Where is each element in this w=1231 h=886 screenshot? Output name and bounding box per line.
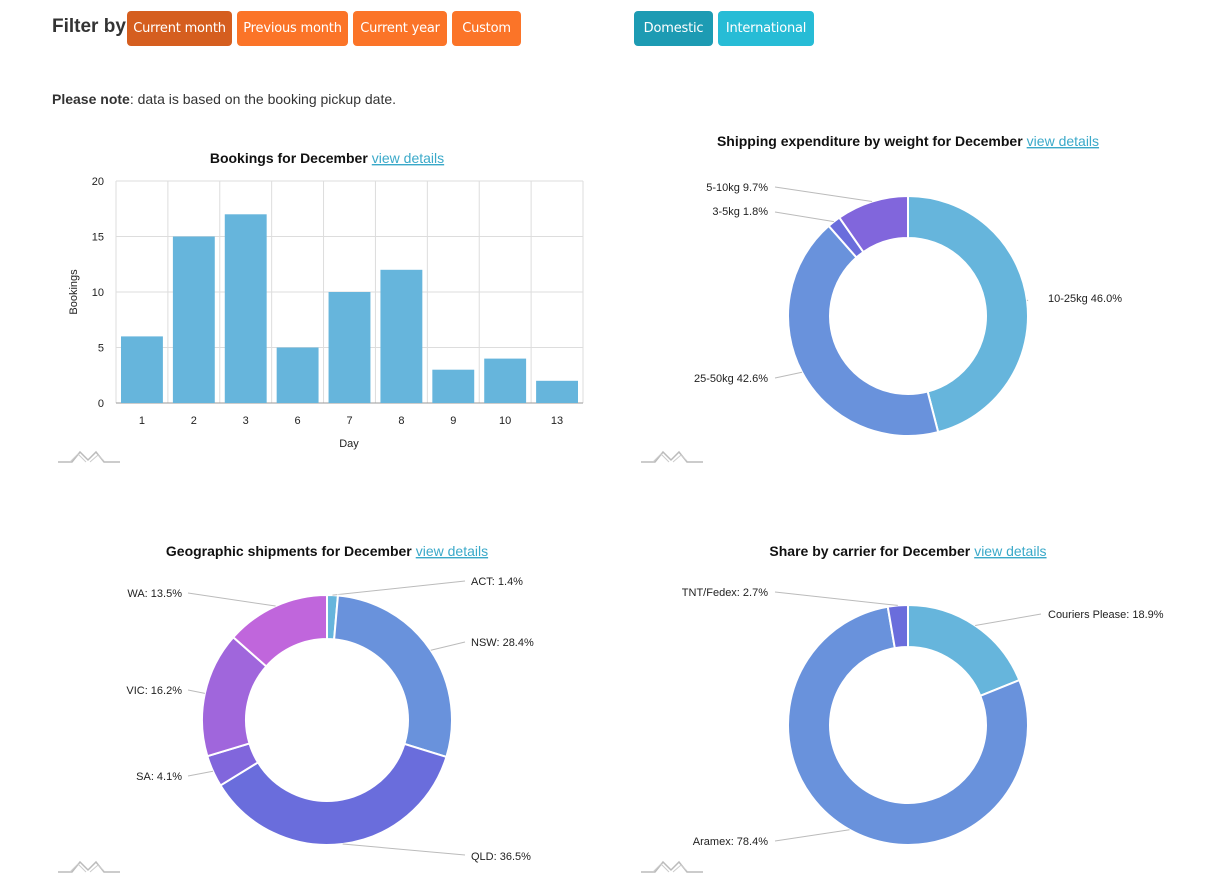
bar-xtick-label: 13 [551, 415, 563, 427]
bar-ytick-label: 15 [92, 232, 104, 244]
weight-logo-icon [641, 450, 703, 463]
carrier-slice-label: Aramex: 78.4% [693, 836, 768, 848]
carrier-leader-line [975, 613, 1042, 627]
geo-leader-line [430, 641, 466, 651]
weight-slice-label: 10-25kg 46.0% [1048, 293, 1122, 305]
weight-leader-line [774, 186, 873, 203]
weight-leader-line [1026, 299, 1029, 302]
domestic-button[interactable]: Domestic [634, 11, 713, 46]
geo-slice-label: VIC: 16.2% [126, 685, 182, 697]
current-month-button[interactable]: Current month [127, 11, 232, 46]
bar-ytick-label: 20 [92, 176, 104, 188]
bar-1[interactable] [121, 336, 163, 403]
bar-ytick-label: 10 [92, 287, 104, 299]
bookings-logo-mark [69, 453, 105, 463]
carrier-leader-line [774, 591, 898, 606]
note-bold: Please note [52, 91, 130, 107]
bar-8[interactable] [380, 269, 423, 403]
previous-month-button[interactable]: Previous month [237, 11, 348, 46]
geo-leader-line [332, 580, 466, 596]
geo-slice-label: QLD: 36.5% [471, 851, 531, 863]
bar-y-axis-label: Bookings [68, 269, 80, 315]
bar-xtick-label: 1 [139, 415, 145, 427]
carrier-view-details-link[interactable]: view details [974, 543, 1046, 559]
geo-slice-qld[interactable] [219, 742, 448, 846]
bookings-title: Bookings for December [210, 150, 368, 166]
weight-title: Shipping expenditure by weight for Decem… [717, 133, 1023, 149]
geo-slice-nsw[interactable] [333, 594, 453, 759]
geo-view-details-link[interactable]: view details [416, 543, 488, 559]
bookings-logo-icon [58, 450, 120, 463]
carrier-logo-icon [641, 860, 703, 873]
weight-slice-label: 25-50kg 42.6% [694, 373, 768, 385]
filter-by-label: Filter by [52, 16, 126, 37]
weight-slice-5-10kg[interactable] [837, 194, 909, 254]
bar-3[interactable] [224, 214, 267, 403]
carrier-logo-mark [652, 863, 688, 873]
geo-title: Geographic shipments for December [166, 543, 412, 559]
weight-slice-label: 5-10kg 9.7% [706, 182, 768, 194]
bar-9[interactable] [432, 369, 475, 403]
geo-leader-line [187, 592, 276, 607]
geo-logo-icon [58, 860, 120, 873]
geo-slice-wa[interactable] [231, 593, 328, 668]
geo-slice-label: NSW: 28.4% [471, 637, 534, 649]
bar-xtick-label: 9 [450, 415, 456, 427]
bar-x-axis-label: Day [339, 438, 359, 450]
weight-view-details-link[interactable]: view details [1027, 133, 1099, 149]
carrier-leader-line [774, 829, 850, 842]
bar-xtick-label: 7 [346, 415, 352, 427]
current-year-button[interactable]: Current year [353, 11, 447, 46]
carrier-title: Share by carrier for December [769, 543, 970, 559]
bar-10[interactable] [484, 358, 527, 403]
weight-slice-label: 3-5kg 1.8% [712, 206, 768, 218]
geo-slice-label: ACT: 1.4% [471, 576, 523, 588]
weight-leader-line [774, 211, 834, 223]
weight-slice-10-25kg[interactable] [907, 194, 1029, 434]
carrier-slice-label: Couriers Please: 18.9% [1048, 609, 1164, 621]
geo-logo-mark [69, 863, 105, 873]
weight-leader-line [774, 371, 803, 379]
carrier-slice-couriers-please[interactable] [907, 603, 1021, 698]
pickup-date-note: Please note: data is based on the bookin… [52, 91, 396, 107]
carrier-slice-label: TNT/Fedex: 2.7% [682, 587, 768, 599]
bar-2[interactable] [172, 236, 215, 404]
custom-button[interactable]: Custom [452, 11, 521, 46]
bar-7[interactable] [328, 292, 371, 403]
weight-logo-mark [652, 453, 688, 463]
geo-slice-label: WA: 13.5% [127, 588, 182, 600]
geo-leader-line [187, 770, 214, 777]
bar-13[interactable] [536, 380, 578, 403]
bar-xtick-label: 3 [243, 415, 249, 427]
bar-ytick-label: 5 [98, 343, 104, 355]
international-button[interactable]: International [718, 11, 814, 46]
carrier-slice-aramex[interactable] [787, 605, 1029, 846]
bookings-view-details-link[interactable]: view details [372, 150, 444, 166]
note-text: : data is based on the booking pickup da… [129, 91, 397, 107]
bar-xtick-label: 2 [191, 415, 197, 427]
geo-leader-line [342, 843, 466, 856]
bar-6[interactable] [276, 347, 319, 404]
carrier-slice-tnt-fedex[interactable] [886, 603, 909, 650]
geo-slice-label: SA: 4.1% [136, 771, 182, 783]
bar-xtick-label: 10 [499, 415, 511, 427]
bar-xtick-label: 8 [398, 415, 404, 427]
geo-leader-line [187, 689, 205, 694]
weight-slice-25-50kg[interactable] [787, 224, 940, 437]
bar-xtick-label: 6 [295, 415, 301, 427]
bar-ytick-label: 0 [98, 398, 104, 410]
